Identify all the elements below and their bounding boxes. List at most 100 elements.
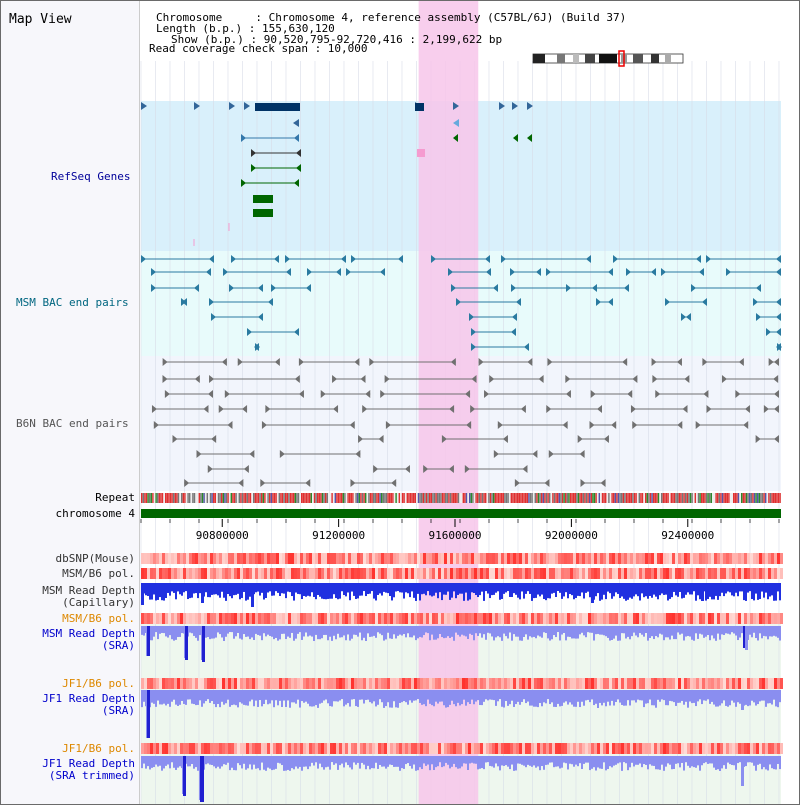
- msm-sra-depth-bar: [635, 626, 637, 636]
- chromosome-track-label[interactable]: chromosome 4: [56, 507, 136, 520]
- msm-capillary-depth-bar: [619, 583, 621, 599]
- msm-b6-pol-sra-heat-cell: [306, 613, 309, 624]
- jf1-sra-depth-bar: [429, 690, 431, 704]
- msm-capillary-depth-bar: [347, 583, 349, 593]
- b6n-pair-end: [600, 479, 606, 487]
- axis-tick-label: 91600000: [429, 529, 482, 542]
- jf1-sra-depth-bar: [293, 690, 295, 703]
- jf1-sra-depth-bar: [537, 690, 539, 708]
- dbsnp-track-label[interactable]: dbSNP(Mouse): [56, 552, 135, 565]
- jf1-sra-depth-bar: [667, 690, 669, 706]
- jf1-depth-sra-label[interactable]: JF1 Read Depth: [42, 692, 135, 705]
- msm-b6-pol-heat-cell: [480, 568, 483, 579]
- jf1-trimmed-depth-bar: [779, 756, 781, 770]
- msm-sra-depth-bar: [225, 626, 227, 637]
- msm-b6-pol-heat-cell: [708, 568, 711, 579]
- msm-depth-sra-label[interactable]: MSM Read Depth: [42, 627, 135, 640]
- jf1-trimmed-depth-bar: [697, 756, 699, 766]
- repeat-mark: [448, 493, 450, 503]
- msm-b6-pol-heat-cell: [267, 568, 270, 579]
- jf1-trimmed-depth-bar: [469, 756, 471, 764]
- jf1-b6-pol-trim-heat-cell: [282, 743, 285, 754]
- heatmap-tracks[interactable]: [141, 553, 783, 754]
- msm-b6-pol-heat-cell: [507, 568, 510, 579]
- jf1-sra-depth-bar: [519, 690, 521, 705]
- chromosome-bar[interactable]: [141, 509, 781, 518]
- dbsnp-heat-cell: [753, 553, 756, 564]
- jf1-b6-pol-heat-cell: [420, 678, 423, 689]
- repeat-mark: [401, 493, 404, 503]
- b6n-pair-end: [365, 390, 371, 398]
- jf1-b6-pol-heat-cell: [591, 678, 594, 689]
- jf1-sra-depth-bar: [175, 690, 177, 705]
- jf1-trimmed-depth-bar: [381, 756, 383, 767]
- msm-b6-pol-sra-heat-cell: [771, 613, 774, 624]
- msm-sra-depth-bar: [611, 626, 613, 640]
- chromosome-ideogram[interactable]: [532, 50, 684, 67]
- jf1-trimmed-depth-bar: [313, 756, 315, 766]
- jf1-b6-pol-label-2[interactable]: JF1/B6 pol.: [62, 742, 135, 755]
- jf1-b6-pol-heat-cell: [333, 678, 336, 689]
- msm-b6-pol-label-1[interactable]: MSM/B6 pol.: [62, 567, 135, 580]
- jf1-b6-pol-trim-heat-cell: [177, 743, 180, 754]
- jf1-sra-depth-bar: [231, 690, 233, 706]
- jf1-sra-depth-bar: [557, 690, 559, 704]
- repeat-track-label[interactable]: Repeat: [95, 491, 135, 504]
- jf1-sra-depth-bar: [299, 690, 301, 708]
- msm-depth-capillary-label[interactable]: MSM Read Depth: [42, 584, 135, 597]
- jf1-sra-depth-bar: [627, 690, 629, 701]
- jf1-trimmed-depth-bar: [231, 756, 233, 768]
- msm-bac-track-label[interactable]: MSM BAC end pairs: [16, 296, 129, 309]
- jf1-b6-pol-label-1[interactable]: JF1/B6 pol.: [62, 677, 135, 690]
- msm-b6-pol-sra-heat-cell: [342, 613, 345, 624]
- jf1-trimmed-depth-bar: [683, 756, 685, 771]
- repeat-mark: [645, 493, 647, 503]
- jf1-sra-depth-bar: [733, 690, 735, 703]
- jf1-sra-depth-bar: [435, 690, 437, 702]
- read-depth-tracks[interactable]: [141, 583, 781, 802]
- jf1-b6-pol-heat-cell: [495, 678, 498, 689]
- highlight-region[interactable]: [418, 1, 479, 804]
- jf1-b6-pol-heat-cell: [186, 678, 189, 689]
- jf1-b6-pol-trim-heat-cell: [498, 743, 501, 754]
- msm-sra-depth-bar: [647, 626, 649, 641]
- msm-sra-depth-bar: [239, 626, 241, 639]
- msm-b6-pol-label-2[interactable]: MSM/B6 pol.: [62, 612, 135, 625]
- jf1-b6-pol-trim-heat-cell: [174, 743, 177, 754]
- repeat-mark: [745, 493, 748, 503]
- jf1-sra-depth-bar: [617, 690, 619, 700]
- dbsnp-heat-cell: [201, 553, 204, 564]
- b6n-bac-track-label[interactable]: B6N BAC end pairs: [16, 417, 129, 430]
- b6n-bac-end-pairs[interactable]: [151, 358, 779, 487]
- jf1-sra-depth-bar: [453, 690, 455, 705]
- repeat-mark: [377, 493, 380, 503]
- msm-bac-end-pairs[interactable]: [141, 255, 782, 351]
- repeat-mark: [651, 493, 653, 503]
- repeat-mark: [347, 493, 349, 503]
- msm-b6-pol-sra-heat-cell: [144, 613, 147, 624]
- jf1-trimmed-depth-bar: [437, 756, 439, 767]
- refseq-track-label[interactable]: RefSeq Genes: [51, 170, 130, 183]
- jf1-sra-depth-bar: [623, 690, 625, 706]
- jf1-sra-depth-bar: [541, 690, 543, 707]
- refseq-gene-features[interactable]: [141, 102, 533, 246]
- jf1-b6-pol-trim-heat-cell: [246, 743, 249, 754]
- msm-b6-pol-sra-heat-cell: [321, 613, 324, 624]
- msm-capillary-depth-bar: [699, 583, 701, 600]
- msm-b6-pol-heat-cell: [213, 568, 216, 579]
- jf1-b6-pol-heat-cell: [351, 678, 354, 689]
- msm-b6-pol-heat-cell: [156, 568, 159, 579]
- repeat-mark: [477, 493, 479, 503]
- dbsnp-heat-cell: [246, 553, 249, 564]
- jf1-depth-trimmed-label[interactable]: JF1 Read Depth: [42, 757, 135, 770]
- jf1-b6-pol-trim-heat-cell: [642, 743, 645, 754]
- b6n-pair-end: [532, 450, 538, 458]
- jf1-sra-depth-bar: [163, 690, 165, 704]
- jf1-b6-pol-trim-heat-cell: [207, 743, 210, 754]
- msm-sra-depth-bar: [545, 626, 547, 634]
- b6n-pair-start: [577, 435, 583, 443]
- jf1-b6-pol-trim-heat-cell: [516, 743, 519, 754]
- msm-b6-pol-sra-heat-cell: [165, 613, 168, 624]
- dbsnp-heat-cell: [543, 553, 546, 564]
- repeat-track[interactable]: [141, 493, 781, 503]
